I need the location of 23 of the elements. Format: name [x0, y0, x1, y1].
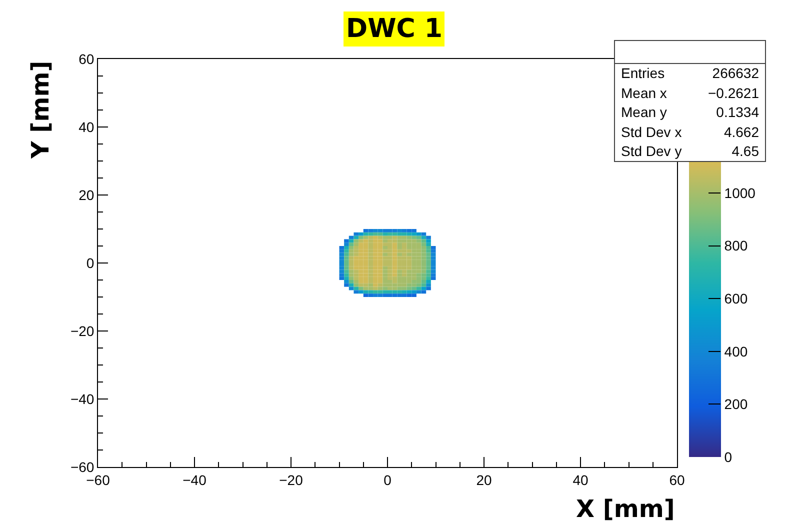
x-tick-label: 20 — [476, 472, 492, 488]
y-tick-label: 0 — [86, 254, 94, 271]
y-tick-label: 20 — [78, 186, 94, 203]
stats-box: Entries 266632 Mean x −0.2621 Mean y 0.1334 Std Dev x 4.662 Std Dev y 4.65 — [614, 40, 766, 162]
y-tick-label: −40 — [70, 390, 94, 407]
color-bar-label: 200 — [724, 396, 748, 412]
x-tick-label: 40 — [572, 472, 588, 488]
x-tick-label: −20 — [279, 472, 304, 488]
color-bar-label: 0 — [724, 448, 732, 465]
y-axis-title: Y [mm] — [26, 60, 54, 160]
color-bar-label: 800 — [724, 238, 748, 254]
color-bar-label: 600 — [724, 290, 748, 307]
y-tick-label: −20 — [70, 322, 94, 339]
x-tick-label: 60 — [669, 472, 685, 488]
y-tick-label: 40 — [78, 118, 94, 135]
color-bar-label: 1000 — [724, 184, 756, 201]
x-tick-label: −40 — [182, 472, 207, 488]
x-tick-label: 0 — [384, 472, 392, 488]
y-tick-label: 60 — [78, 50, 94, 67]
color-bar-label: 400 — [724, 343, 748, 360]
y-tick-label: −60 — [70, 458, 94, 475]
chart-title: DWC 1 — [346, 14, 442, 44]
x-axis-title: X [mm] — [576, 495, 675, 523]
